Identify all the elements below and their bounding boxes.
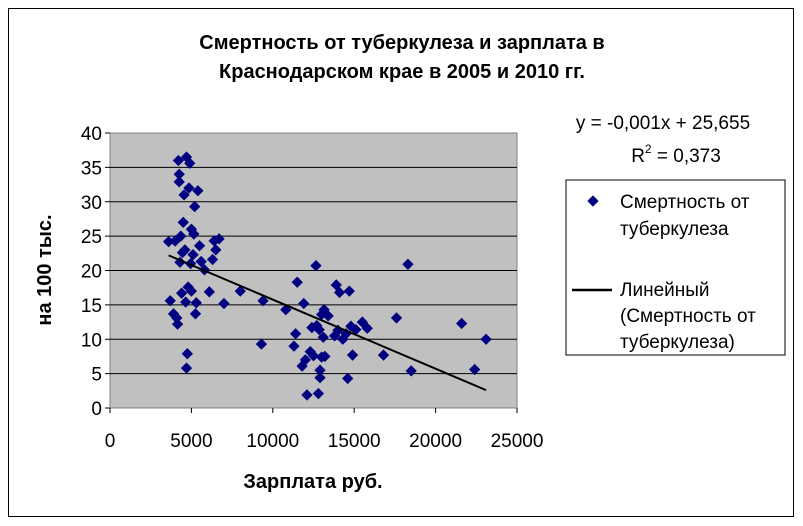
data-point bbox=[350, 323, 362, 336]
y-tick-label: 0 bbox=[91, 399, 102, 420]
data-point bbox=[210, 244, 222, 256]
data-point bbox=[288, 340, 300, 352]
data-point bbox=[322, 310, 334, 322]
legend-trend-label-line-3: туберкулеза) bbox=[620, 332, 735, 353]
data-point bbox=[206, 253, 219, 266]
data-point bbox=[361, 322, 373, 334]
y-tick-label: 10 bbox=[81, 330, 102, 351]
x-tick-label: 20000 bbox=[409, 431, 462, 452]
data-point bbox=[184, 157, 196, 169]
x-tick-label: 0 bbox=[105, 431, 116, 452]
data-point bbox=[333, 286, 346, 299]
data-point bbox=[291, 276, 303, 288]
data-point bbox=[310, 260, 322, 272]
data-point bbox=[307, 350, 320, 362]
data-point bbox=[192, 185, 204, 197]
data-point bbox=[317, 331, 329, 343]
x-axis-label: Зарплата руб. bbox=[243, 471, 382, 493]
data-point bbox=[193, 240, 206, 252]
data-point bbox=[298, 297, 310, 310]
data-point bbox=[175, 230, 187, 242]
data-point bbox=[314, 364, 326, 376]
data-point bbox=[301, 389, 313, 401]
y-axis-label: на 100 тыс. bbox=[34, 214, 56, 325]
data-point bbox=[402, 258, 414, 270]
data-point bbox=[185, 285, 198, 297]
data-point bbox=[469, 363, 481, 376]
data-point bbox=[313, 323, 325, 336]
data-point bbox=[183, 182, 195, 194]
data-point bbox=[319, 350, 331, 363]
x-axis-ticks: 0 5000 10000 15000 20000 25000 bbox=[105, 408, 544, 452]
data-point bbox=[178, 189, 190, 201]
data-point bbox=[314, 372, 326, 384]
data-point bbox=[377, 349, 390, 361]
data-point bbox=[405, 365, 417, 377]
y-tick-label: 20 bbox=[81, 262, 102, 283]
data-point bbox=[218, 297, 230, 310]
legend: Смертность от туберкулеза Линейный (Смер… bbox=[565, 179, 786, 356]
y-tick-label: 25 bbox=[81, 227, 102, 248]
data-point bbox=[173, 176, 185, 188]
data-point bbox=[177, 216, 189, 229]
trend-equation: y = -0,001x + 25,655 bbox=[576, 113, 750, 134]
chart-title-line-2: Краснодарском крае в 2005 и 2010 гг. bbox=[219, 61, 585, 83]
y-tick-label: 40 bbox=[81, 124, 102, 145]
data-point bbox=[213, 233, 225, 245]
chart-title-line-1: Смертность от туберкулеза и зарплата в bbox=[199, 32, 604, 54]
data-point bbox=[312, 387, 325, 400]
legend-box bbox=[565, 179, 786, 356]
data-point bbox=[289, 328, 302, 340]
trend-r-squared: R2 = 0,373 bbox=[631, 142, 721, 167]
x-tick-label: 15000 bbox=[328, 431, 381, 452]
data-point bbox=[257, 295, 269, 307]
data-point bbox=[181, 348, 193, 360]
data-point bbox=[234, 285, 246, 297]
trend-line bbox=[168, 254, 487, 392]
x-tick-label: 10000 bbox=[246, 431, 299, 452]
data-point bbox=[190, 297, 202, 309]
x-tick-label: 25000 bbox=[491, 431, 544, 452]
y-tick-label: 5 bbox=[91, 365, 102, 386]
legend-trend-label-line-2: (Смертность от bbox=[620, 306, 756, 327]
legend-series-label-line-1: Смертность от bbox=[620, 192, 750, 213]
data-point bbox=[299, 354, 312, 366]
legend-marker-diamond bbox=[587, 195, 599, 207]
data-point bbox=[172, 154, 185, 167]
data-point bbox=[346, 349, 359, 361]
data-point bbox=[343, 285, 355, 297]
data-point bbox=[188, 200, 201, 213]
legend-trend-label-line-1: Линейный bbox=[620, 280, 710, 301]
legend-series-label-line-2: туберкулеза bbox=[620, 219, 729, 240]
data-point bbox=[179, 244, 191, 256]
data-point bbox=[390, 312, 403, 324]
data-point bbox=[180, 362, 193, 374]
y-tick-label: 15 bbox=[81, 296, 102, 317]
data-point bbox=[195, 255, 207, 268]
y-tick-label: 35 bbox=[81, 158, 102, 179]
data-point bbox=[480, 333, 492, 345]
data-point bbox=[180, 296, 192, 308]
data-point bbox=[189, 308, 202, 320]
data-point bbox=[203, 286, 215, 298]
data-point bbox=[342, 372, 354, 385]
data-point bbox=[173, 168, 185, 180]
data-point bbox=[455, 317, 468, 330]
x-tick-label: 5000 bbox=[170, 431, 212, 452]
data-point bbox=[255, 338, 268, 350]
data-point bbox=[175, 287, 188, 299]
data-point bbox=[188, 228, 200, 240]
data-point bbox=[162, 235, 175, 248]
data-points bbox=[162, 151, 492, 401]
data-point bbox=[171, 318, 184, 330]
y-axis-ticks: 0 5 10 15 20 25 30 35 40 bbox=[81, 124, 110, 420]
data-point bbox=[164, 295, 176, 307]
data-point bbox=[187, 249, 199, 261]
y-tick-label: 30 bbox=[81, 193, 102, 214]
